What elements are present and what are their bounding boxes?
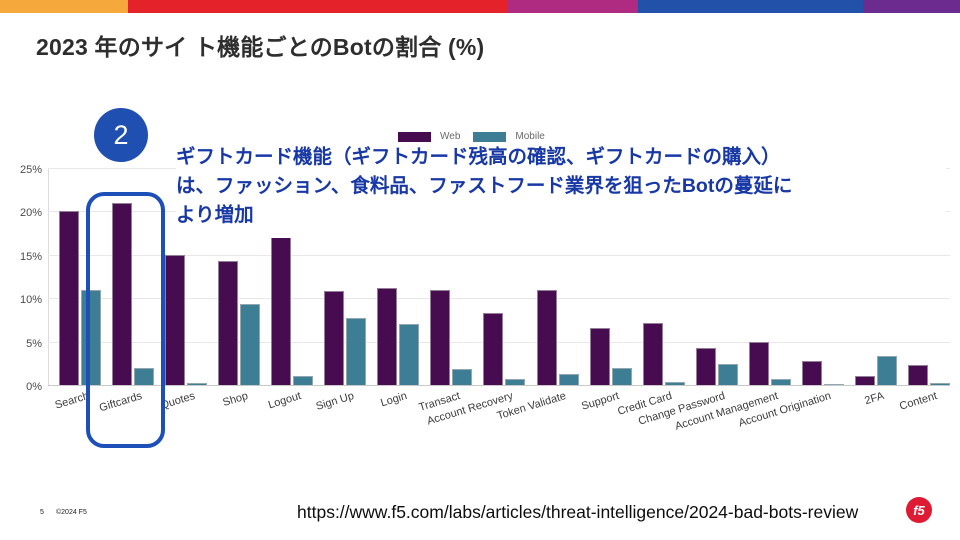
bar-mobile-transact — [452, 369, 473, 385]
legend-mobile-label: Mobile — [515, 131, 545, 142]
annotation-line-2: は、ファッション、食料品、ファストフード業界を狙ったBotの蔓延に — [176, 175, 793, 197]
bar-mobile-logout — [293, 376, 314, 385]
bar-web-quotes — [165, 254, 186, 385]
slide-number: 5 — [40, 509, 44, 516]
bar-web-change-password — [695, 347, 716, 385]
bar-mobile-2fa — [876, 355, 897, 385]
y-axis-line — [48, 169, 49, 386]
top-bar-segment-5 — [863, 0, 960, 13]
bar-web-account-recovery — [483, 312, 504, 385]
bar-web-account-management — [748, 341, 769, 385]
bar-mobile-shop — [240, 304, 261, 385]
bar-mobile-credit-card — [664, 382, 685, 385]
top-bar-segment-4 — [638, 0, 863, 13]
legend-web-swatch — [398, 131, 431, 142]
bar-web-credit-card — [642, 322, 663, 385]
y-tick-label-15%: 15% — [19, 250, 42, 263]
bar-mobile-quotes — [187, 383, 208, 385]
y-tick-label-10%: 10% — [19, 294, 42, 307]
copyright-text: ©2024 F5 — [56, 509, 87, 516]
step-badge: 2 — [94, 108, 148, 162]
top-bar-segment-3 — [508, 0, 638, 13]
page-title: 2023 年のサイ ト機能ごとのBotの割合 (%) — [36, 34, 485, 60]
y-tick-label-20%: 20% — [19, 207, 42, 220]
annotation-line-3: より増加 — [176, 204, 254, 226]
bar-web-token-validate — [536, 289, 557, 385]
bar-web-transact — [430, 289, 451, 385]
bar-web-login — [377, 287, 398, 385]
gridline-10% — [48, 298, 950, 300]
bar-mobile-login — [399, 324, 420, 385]
bar-web-giftcards — [112, 202, 133, 385]
source-url-link[interactable]: https://www.f5.com/labs/articles/threat-… — [297, 502, 859, 522]
bar-web-account-origination — [801, 360, 822, 385]
giftcards-highlight-box — [86, 192, 165, 448]
bar-mobile-account-management — [770, 378, 791, 385]
bar-web-logout — [271, 237, 292, 385]
annotation-line-1: ギフトカード機能（ギフトカード残高の確認、ギフトカードの購入） — [176, 146, 781, 168]
plot-area: 0% 5% 10% 15% 20% 25% Search Giftcards Quotes Sho… — [20, 164, 950, 433]
legend-mobile-swatch — [473, 131, 507, 142]
bar-web-sign-up — [324, 291, 345, 385]
gridline-15% — [48, 254, 950, 256]
bar-web-support — [589, 327, 610, 385]
bar-mobile-sign-up — [346, 318, 367, 385]
y-tick-label-0%: 0% — [26, 381, 42, 393]
bar-mobile-token-validate — [558, 373, 579, 385]
top-brand-bar — [0, 0, 960, 13]
chart-legend: Web Mobile — [398, 131, 558, 142]
legend-web-label: Web — [440, 131, 461, 142]
bar-mobile-support — [611, 367, 632, 385]
y-tick-label-5%: 5% — [26, 337, 42, 350]
annotation-text: ギフトカード機能（ギフトカード残高の確認、ギフトカードの購入） は、ファッション… — [176, 143, 946, 238]
bar-web-content — [907, 365, 928, 385]
bar-mobile-account-origination — [823, 384, 844, 385]
bar-mobile-account-recovery — [505, 378, 526, 385]
step-badge-number: 2 — [113, 119, 129, 150]
bar-mobile-content — [929, 383, 950, 385]
top-bar-segment-2 — [128, 0, 508, 13]
f5-logo: f5 — [906, 497, 932, 523]
f5-logo-text: f5 — [913, 502, 925, 518]
bar-web-search — [59, 211, 79, 385]
bar-mobile-giftcards — [134, 367, 155, 385]
bar-web-shop — [218, 260, 239, 385]
y-tick-label-25%: 25% — [19, 164, 42, 176]
bar-mobile-change-password — [717, 364, 738, 385]
gridline-0% — [48, 385, 950, 386]
bar-web-2fa — [854, 376, 875, 385]
top-bar-segment-1 — [0, 0, 128, 13]
